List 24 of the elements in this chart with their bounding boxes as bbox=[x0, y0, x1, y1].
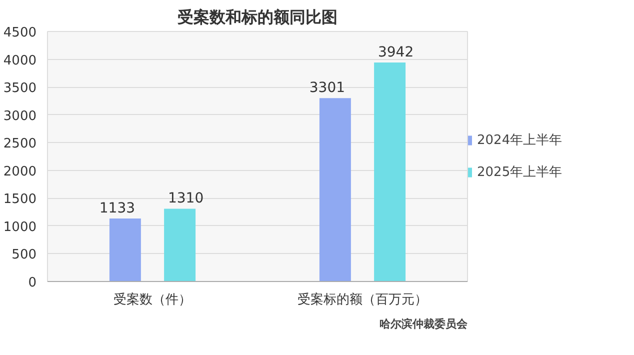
y-tick-label: 500 bbox=[12, 248, 37, 263]
data-label: 3942 bbox=[378, 44, 414, 60]
y-tick-label: 3500 bbox=[3, 81, 37, 96]
bar bbox=[109, 218, 141, 282]
chart-title: 受案数和标的额同比图 bbox=[176, 8, 338, 26]
y-tick-label: 2000 bbox=[3, 164, 37, 180]
y-tick-label: 1000 bbox=[3, 220, 37, 235]
y-tick-label: 2500 bbox=[3, 136, 37, 152]
x-tick-label: 受案数（件） bbox=[114, 292, 192, 308]
y-tick-label: 0 bbox=[28, 276, 37, 290]
legend-label: 2024年上半年 bbox=[477, 132, 562, 149]
bar bbox=[319, 98, 351, 282]
legend-label: 2025年上半年 bbox=[477, 164, 562, 181]
bar bbox=[164, 208, 196, 282]
bar bbox=[374, 62, 406, 282]
data-label: 3301 bbox=[309, 80, 346, 96]
y-tick-label: 1500 bbox=[3, 192, 37, 208]
y-tick-label: 4500 bbox=[3, 26, 37, 40]
text: 哈尔滨仲裁委员会 bbox=[380, 318, 468, 330]
data-label: 1310 bbox=[168, 190, 204, 207]
x-tick-label: 受案标的额（百万元） bbox=[298, 292, 428, 308]
data-label: 1133 bbox=[99, 200, 136, 217]
y-tick-label: 4000 bbox=[3, 53, 37, 68]
y-tick-label: 3000 bbox=[3, 108, 37, 124]
